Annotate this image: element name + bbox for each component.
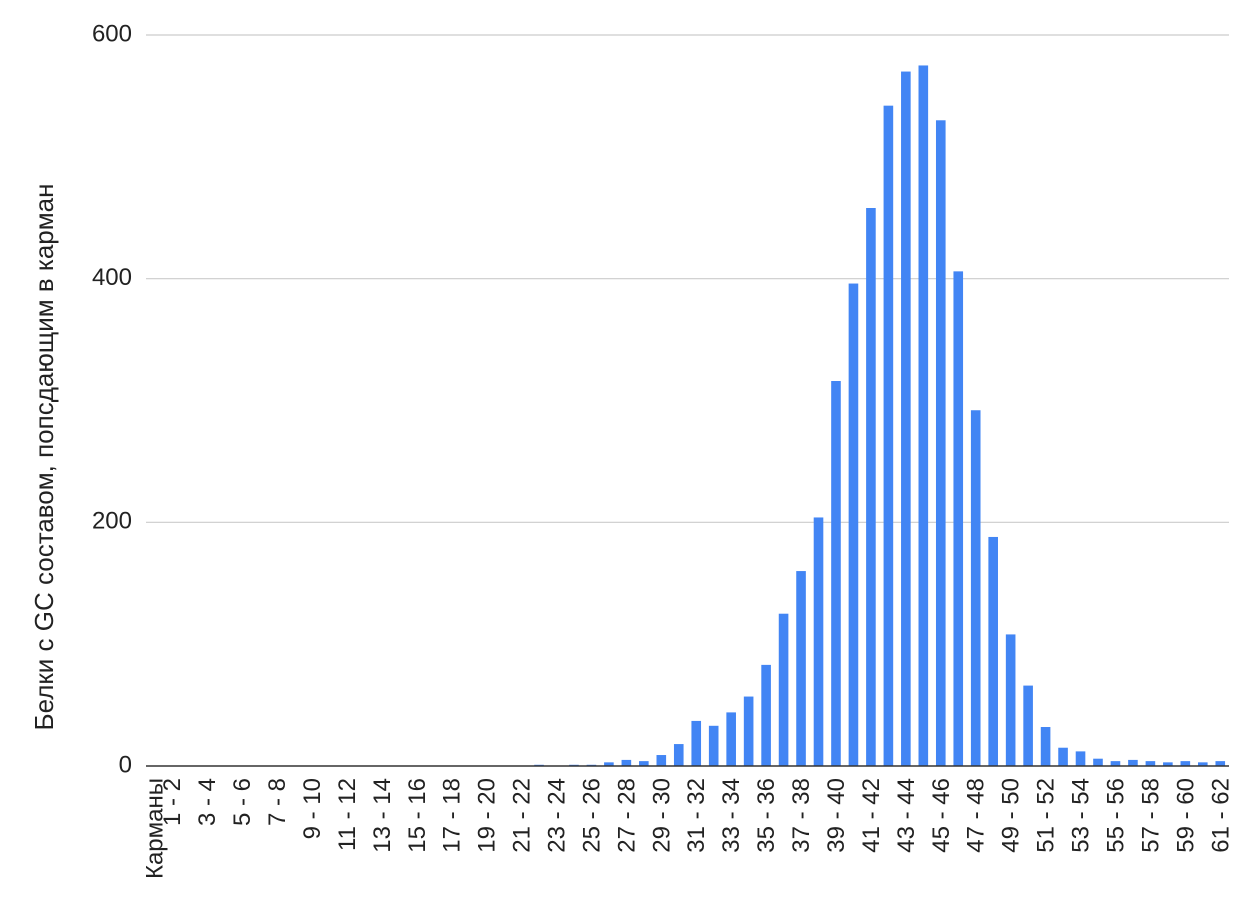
x-tick-label: 1 - 2: [159, 778, 186, 826]
bar-27-28: [621, 759, 632, 766]
y-axis-label: Белки с GC составом, попсдающим в карман: [29, 184, 59, 731]
bar-53-54: [1075, 751, 1086, 766]
y-axis-ticks: 0 200 400 600: [92, 20, 132, 778]
bar-38-39: [813, 517, 824, 766]
bar-45-46: [935, 120, 946, 767]
x-tick-label: 43 - 44: [893, 778, 920, 853]
x-tick-label: 53 - 54: [1068, 778, 1095, 853]
bar-26-27: [604, 762, 614, 766]
x-tick-label: 31 - 32: [683, 778, 710, 853]
bar-55-56: [1110, 761, 1121, 766]
bar-43-44: [901, 71, 911, 767]
bar-52-53: [1058, 747, 1068, 766]
x-tick-label: 39 - 40: [823, 778, 850, 853]
bar-40-41: [848, 283, 859, 766]
bar-37-38: [796, 571, 806, 766]
x-tick-label: 15 - 16: [404, 778, 431, 853]
x-tick-label: 45 - 46: [928, 778, 955, 853]
x-tick-label: 37 - 38: [788, 778, 815, 853]
bar-31-32: [691, 720, 702, 766]
y-tick-label: 600: [92, 20, 132, 47]
y-tick-label: 400: [92, 264, 132, 291]
x-tick-label: 55 - 56: [1102, 778, 1129, 853]
bar-54-55: [1093, 758, 1103, 766]
y-tick-label: 200: [92, 508, 132, 535]
bar-56-57: [1128, 759, 1138, 766]
x-tick-label: 61 - 62: [1207, 778, 1234, 853]
bar-59-60: [1180, 761, 1191, 766]
x-tick-label: 51 - 52: [1033, 778, 1060, 853]
x-tick-label: 35 - 36: [753, 778, 780, 853]
x-tick-label: 49 - 50: [998, 778, 1025, 853]
bar-57-58: [1145, 761, 1156, 766]
x-tick-label: 25 - 26: [578, 778, 605, 853]
x-tick-label: 9 - 10: [299, 778, 326, 839]
bar-28-29: [639, 761, 649, 766]
x-tick-label: 3 - 4: [194, 778, 221, 826]
bar-47-48: [970, 410, 981, 766]
x-tick-label: 13 - 14: [369, 778, 396, 853]
bar-48-49: [988, 536, 998, 766]
x-tick-label: 7 - 8: [264, 778, 291, 826]
x-tick-label: 21 - 22: [509, 778, 536, 853]
bar-58-59: [1163, 762, 1173, 766]
bars: [534, 65, 1226, 767]
x-tick-label: 17 - 18: [439, 778, 466, 853]
bar-50-51: [1023, 685, 1033, 766]
x-tick-label: Карманы: [142, 778, 169, 879]
gridlines: [146, 34, 1229, 523]
bar-49-50: [1005, 634, 1016, 766]
x-tick-label: 19 - 20: [474, 778, 501, 853]
bar-61-62: [1215, 761, 1226, 766]
x-tick-label: 47 - 48: [963, 778, 990, 853]
x-tick-label: 11 - 12: [334, 778, 361, 851]
bar-34-35: [743, 696, 754, 766]
bar-42-43: [883, 105, 894, 766]
x-tick-label: 23 - 24: [543, 778, 570, 853]
bar-35-36: [761, 664, 771, 766]
x-tick-label: 33 - 34: [718, 778, 745, 853]
bar-51-52: [1040, 727, 1051, 766]
bar-32-33: [708, 725, 719, 766]
bar-39-40: [831, 381, 841, 766]
y-tick-label: 0: [119, 751, 132, 778]
bar-36-37: [778, 613, 789, 766]
x-tick-label: 41 - 42: [858, 778, 885, 853]
x-tick-label: 59 - 60: [1172, 778, 1199, 853]
bar-33-34: [726, 712, 736, 766]
bar-44-45: [918, 65, 929, 767]
x-tick-label: 5 - 6: [229, 778, 256, 826]
x-tick-label: 57 - 58: [1137, 778, 1164, 853]
x-tick-label: 29 - 30: [648, 778, 675, 853]
bar-41-42: [866, 208, 876, 767]
bar-60-61: [1197, 762, 1208, 766]
bar-29-30: [656, 755, 667, 766]
bar-46-47: [953, 271, 964, 766]
x-tick-label: 27 - 28: [613, 778, 640, 853]
bar-30-31: [673, 744, 684, 766]
